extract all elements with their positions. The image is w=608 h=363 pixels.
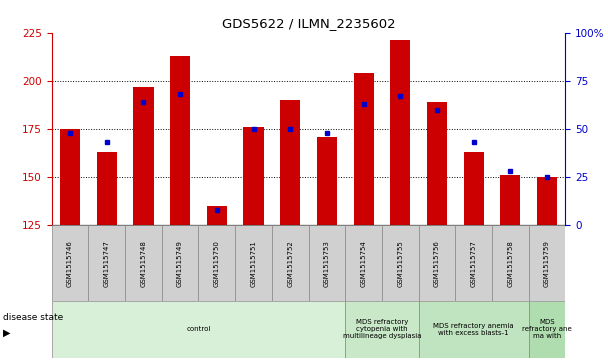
Text: disease state: disease state (3, 313, 63, 322)
Bar (529, 225, 565, 301)
Bar (52, 301, 345, 358)
Bar (162, 225, 198, 301)
Bar (52, 225, 88, 301)
Bar (455, 225, 492, 301)
Bar (345, 225, 382, 301)
Bar (390, 40, 410, 225)
Bar (125, 225, 162, 301)
Bar (280, 100, 300, 225)
Bar (427, 102, 447, 225)
Text: ▶: ▶ (3, 328, 10, 338)
Bar (60, 129, 80, 225)
Text: GSM1515751: GSM1515751 (250, 240, 257, 287)
Text: MDS refractory
cytopenia with
multilineage dysplasia: MDS refractory cytopenia with multilinea… (343, 319, 421, 339)
Bar (537, 177, 557, 225)
Bar (464, 152, 484, 225)
Bar (235, 225, 272, 301)
Text: GSM1515757: GSM1515757 (471, 240, 477, 287)
Text: MDS refractory anemia
with excess blasts-1: MDS refractory anemia with excess blasts… (434, 323, 514, 336)
Bar (492, 225, 529, 301)
Text: GSM1515750: GSM1515750 (214, 240, 220, 287)
Text: GSM1515752: GSM1515752 (287, 240, 293, 286)
Bar (529, 301, 565, 358)
Bar (97, 152, 117, 225)
Text: GSM1515755: GSM1515755 (397, 240, 403, 286)
Bar (133, 86, 153, 225)
Bar (272, 225, 308, 301)
Bar (88, 225, 125, 301)
Bar (382, 225, 419, 301)
Bar (207, 206, 227, 225)
Bar (198, 225, 235, 301)
Text: GSM1515749: GSM1515749 (177, 240, 183, 287)
Bar (500, 175, 520, 225)
Text: GSM1515747: GSM1515747 (104, 240, 109, 287)
Bar (308, 225, 345, 301)
Bar (353, 73, 374, 225)
Text: control: control (186, 326, 210, 333)
Text: GSM1515758: GSM1515758 (508, 240, 513, 287)
Bar (419, 225, 455, 301)
Text: GSM1515759: GSM1515759 (544, 240, 550, 287)
Bar (243, 127, 264, 225)
Bar (345, 301, 419, 358)
Bar (317, 136, 337, 225)
Text: GSM1515746: GSM1515746 (67, 240, 73, 287)
Text: MDS
refractory ane
ma with: MDS refractory ane ma with (522, 319, 572, 339)
Title: GDS5622 / ILMN_2235602: GDS5622 / ILMN_2235602 (222, 17, 395, 30)
Text: GSM1515753: GSM1515753 (324, 240, 330, 287)
Text: GSM1515748: GSM1515748 (140, 240, 147, 287)
Bar (419, 301, 529, 358)
Text: GSM1515756: GSM1515756 (434, 240, 440, 287)
Text: GSM1515754: GSM1515754 (361, 240, 367, 286)
Bar (170, 56, 190, 225)
